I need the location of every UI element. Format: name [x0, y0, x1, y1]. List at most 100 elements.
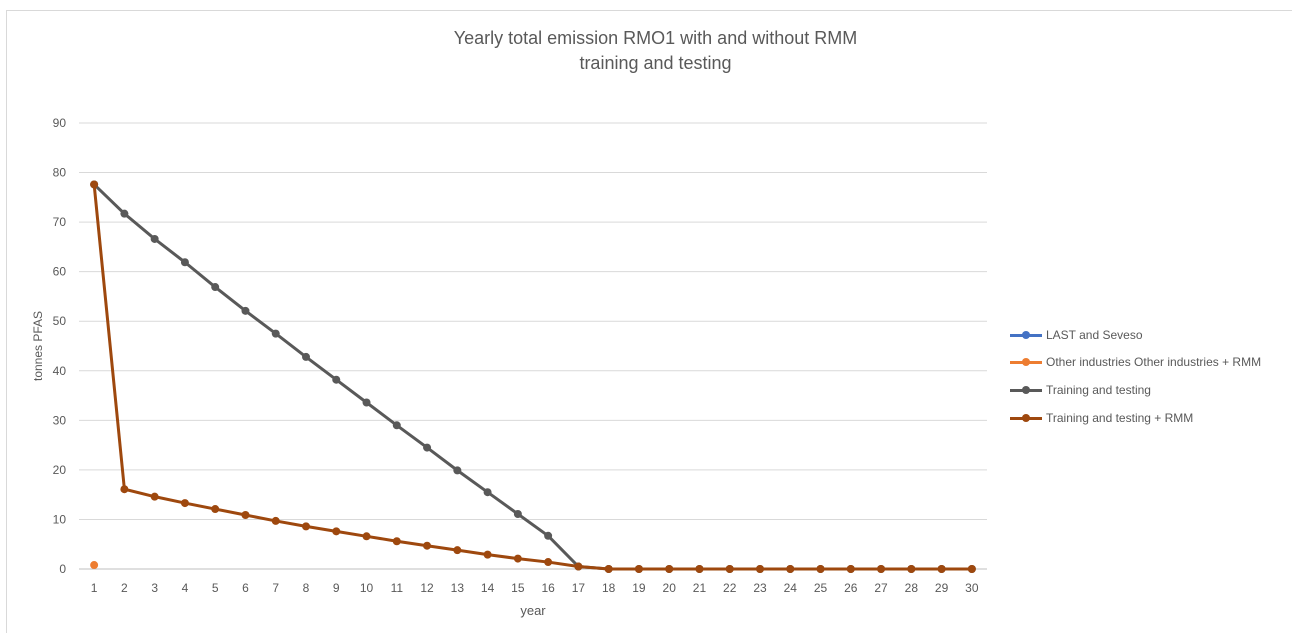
legend-swatch: [1010, 413, 1042, 423]
data-point: [816, 565, 825, 573]
data-point: [695, 565, 704, 573]
data-point: [180, 258, 189, 267]
y-tick-label: 0: [59, 562, 66, 576]
data-point: [725, 565, 734, 573]
chart-title: Yearly total emission RMO1 with and with…: [0, 26, 1293, 76]
data-point: [150, 492, 159, 501]
legend-item: LAST and Seveso: [1010, 321, 1261, 349]
x-tick-label: 30: [965, 581, 979, 595]
x-tick-label: 23: [753, 581, 767, 595]
x-tick-label: 26: [844, 581, 858, 595]
x-tick-label: 18: [602, 581, 616, 595]
data-point: [120, 485, 129, 494]
legend-item: Training and testing: [1010, 376, 1261, 404]
legend-label: Other industries Other industries + RMM: [1046, 355, 1262, 370]
x-tick-label: 1: [91, 581, 98, 595]
x-tick-label: 12: [420, 581, 434, 595]
legend-swatch: [1010, 357, 1042, 367]
data-point: [392, 537, 401, 546]
legend-swatch: [1010, 330, 1042, 340]
data-point: [211, 505, 220, 514]
data-point: [756, 565, 764, 573]
x-tick-label: 22: [723, 581, 737, 595]
legend-label: LAST and Seveso: [1046, 327, 1143, 342]
data-point: [513, 554, 522, 563]
data-point: [453, 546, 462, 555]
chart-frame: [6, 10, 1292, 633]
data-point: [302, 522, 310, 531]
data-point: [332, 527, 341, 536]
x-axis-title: year: [520, 603, 546, 618]
data-point: [665, 565, 674, 573]
data-point: [180, 499, 189, 508]
data-point: [241, 306, 250, 315]
x-tick-label: 6: [242, 581, 249, 595]
data-point: [483, 550, 492, 559]
chart-title-line-2: training and testing: [579, 53, 732, 73]
data-point: [362, 532, 371, 541]
legend-marker: [1022, 358, 1030, 367]
data-point: [786, 565, 795, 573]
data-point: [423, 443, 432, 452]
legend-label: Training and testing + RMM: [1046, 410, 1194, 425]
x-tick-label: 25: [814, 581, 828, 595]
y-axis-title: tonnes PFAS: [31, 311, 45, 381]
y-tick-label: 40: [53, 364, 67, 378]
x-tick-label: 13: [451, 581, 465, 595]
x-tick-label: 28: [905, 581, 919, 595]
x-tick-label: 5: [212, 581, 219, 595]
data-point: [362, 398, 371, 407]
x-tick-label: 10: [360, 581, 374, 595]
data-point: [967, 565, 976, 573]
legend-marker: [1022, 330, 1030, 339]
data-point: [544, 531, 553, 540]
data-point: [392, 421, 401, 430]
data-point: [332, 375, 341, 384]
data-point: [423, 541, 432, 550]
series-line: [92, 184, 972, 571]
data-point: [877, 565, 886, 573]
x-tick-label: 17: [572, 581, 586, 595]
data-point: [907, 565, 916, 573]
x-tick-label: 20: [663, 581, 677, 595]
x-tick-label: 19: [632, 581, 646, 595]
data-point: [271, 329, 280, 338]
data-point: [120, 209, 129, 218]
x-tick-label: 29: [935, 581, 949, 595]
data-point: [513, 509, 522, 518]
data-point: [150, 234, 159, 243]
legend-label: Training and testing: [1046, 382, 1151, 397]
x-tick-label: 3: [151, 581, 158, 595]
x-tick-label: 16: [541, 581, 555, 595]
data-point: [302, 352, 310, 361]
x-tick-label: 8: [303, 581, 310, 595]
data-point: [453, 466, 462, 475]
x-tick-label: 11: [391, 581, 404, 595]
data-point: [90, 180, 99, 189]
x-tick-label: 27: [874, 581, 888, 595]
data-point: [574, 562, 583, 571]
y-tick-label: 10: [53, 512, 67, 526]
x-tick-label: 14: [481, 581, 495, 595]
data-point: [483, 488, 492, 497]
x-tick-label: 2: [121, 581, 128, 595]
legend-swatch: [1010, 385, 1042, 395]
y-tick-label: 20: [53, 463, 67, 477]
data-point: [846, 565, 855, 573]
legend-item: Training and testing + RMM: [1010, 404, 1261, 432]
chart-title-line-1: Yearly total emission RMO1 with and with…: [453, 28, 858, 48]
legend-item: Other industries Other industries + RMM: [1010, 349, 1261, 377]
data-point: [634, 565, 643, 573]
y-tick-label: 30: [53, 413, 67, 427]
data-point: [544, 558, 553, 567]
x-tick-label: 21: [693, 581, 707, 595]
y-tick-label: 50: [53, 314, 67, 328]
data-point: [271, 516, 280, 525]
data-point: [241, 510, 250, 519]
y-tick-label: 80: [53, 166, 67, 180]
chart-legend: LAST and Seveso Other industries Other in…: [1010, 321, 1261, 431]
data-point: [90, 561, 99, 570]
data-point: [604, 565, 613, 573]
legend-marker: [1022, 413, 1030, 422]
